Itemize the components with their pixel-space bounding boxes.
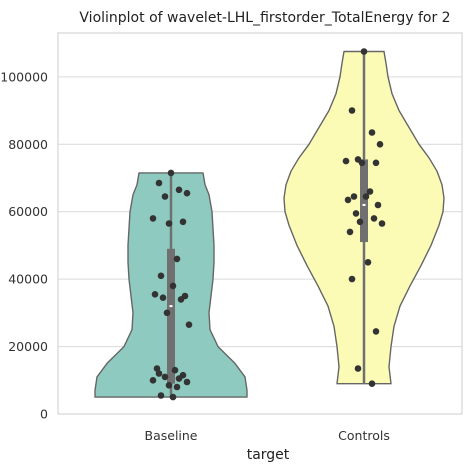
x-axis-label: target (247, 447, 290, 463)
data-point (175, 375, 183, 382)
data-point (358, 159, 366, 167)
data-point (165, 220, 173, 227)
data-point (350, 193, 358, 200)
chart-title: Violinplot of wavelet-LHL_firstorder_Tot… (79, 10, 450, 26)
data-point (177, 296, 185, 303)
data-point (157, 392, 165, 399)
data-point (354, 365, 362, 372)
data-point (179, 218, 187, 226)
data-point (368, 380, 376, 388)
data-point (368, 129, 376, 136)
data-point (348, 107, 356, 114)
data-point (183, 189, 191, 197)
data-point (356, 218, 364, 226)
data-point (346, 228, 354, 236)
y-tick-labels: 0 20000 40000 60000 80000 100000 (0, 69, 48, 421)
data-point (360, 48, 368, 55)
data-point (364, 259, 372, 266)
data-point (370, 215, 378, 222)
y-tick-label: 60000 (8, 204, 48, 219)
data-point (173, 383, 181, 391)
data-point (169, 393, 177, 401)
violin-median (169, 305, 173, 308)
data-point (342, 157, 350, 165)
data-point (161, 193, 169, 200)
data-point (183, 378, 191, 386)
violin-iqr-box (167, 248, 175, 384)
data-point (173, 255, 181, 263)
data-point (376, 141, 384, 148)
violin-iqr-box (360, 159, 368, 243)
x-tick-label: Baseline (145, 428, 198, 443)
data-point (171, 366, 179, 374)
data-point (159, 294, 167, 302)
data-point (175, 186, 183, 194)
data-point (366, 188, 374, 195)
violins (94, 48, 445, 401)
x-tick-labels: Baseline Controls (145, 428, 390, 443)
data-point (374, 201, 382, 209)
data-point (372, 328, 380, 335)
data-point (151, 291, 159, 298)
data-point (163, 309, 171, 317)
data-point (153, 365, 161, 372)
data-point (185, 321, 193, 329)
x-tick-label: Controls (338, 428, 390, 443)
data-point (161, 373, 169, 381)
plot-frame (57, 32, 463, 415)
violin-baseline (94, 169, 248, 401)
y-tick-label: 40000 (8, 272, 48, 287)
data-point (149, 377, 157, 384)
data-point (372, 159, 380, 167)
data-point (165, 382, 173, 389)
data-point (169, 282, 177, 290)
data-point (149, 215, 157, 222)
data-point (167, 169, 175, 177)
data-point (352, 210, 360, 217)
y-tick-label: 100000 (0, 69, 48, 84)
data-point (155, 370, 163, 377)
data-point (155, 179, 163, 187)
data-point (344, 196, 352, 204)
y-tick-label: 20000 (8, 339, 48, 354)
violin-median (362, 203, 366, 206)
data-point (378, 220, 386, 227)
data-point (157, 272, 165, 280)
y-tick-label: 80000 (8, 137, 48, 152)
data-point (348, 275, 356, 283)
data-point (362, 193, 370, 200)
y-tick-label: 0 (40, 407, 48, 422)
violin-controls (283, 48, 445, 388)
